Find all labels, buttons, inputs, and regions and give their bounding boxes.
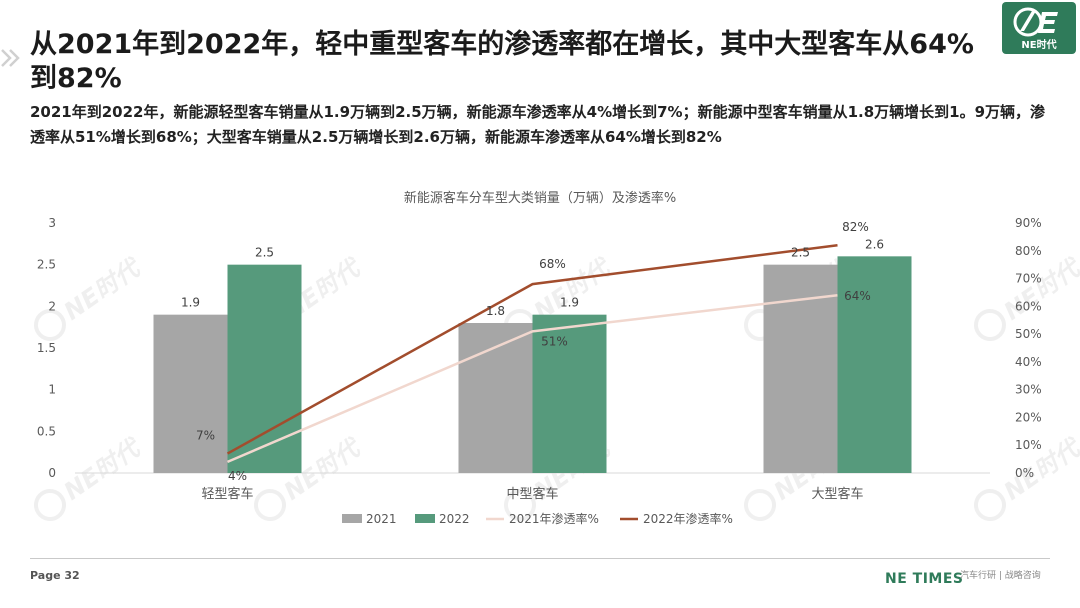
watermark-ring-icon <box>974 309 1006 341</box>
watermark-ring-icon <box>34 489 66 521</box>
chevron-decoration-icon <box>1 49 20 67</box>
bar-data-label: 1.9 <box>181 296 200 310</box>
line-data-label: 82% <box>842 220 869 234</box>
line-data-label: 7% <box>196 429 215 443</box>
y-tick-label: 1.5 <box>37 341 56 355</box>
legend-label: 2022 <box>439 512 470 526</box>
y2-tick-label: 40% <box>1015 355 1042 369</box>
bar-data-label: 1.9 <box>560 296 579 310</box>
footer-divider <box>30 558 1050 559</box>
y-tick-label: 2.5 <box>37 258 56 272</box>
legend-swatch <box>415 514 435 523</box>
legend-item-0: 2021 <box>342 512 397 526</box>
chart-title: 新能源客车分车型大类销量（万辆）及渗透率% <box>404 190 676 206</box>
y2-tick-label: 30% <box>1015 383 1042 397</box>
y2-tick-label: 80% <box>1015 244 1042 258</box>
y2-tick-label: 0% <box>1015 466 1034 480</box>
line-2022年渗透率% <box>226 243 838 455</box>
watermark-ring-icon <box>744 489 776 521</box>
y2-tick-label: 50% <box>1015 327 1042 341</box>
y2-tick-label: 10% <box>1015 438 1042 452</box>
watermark-ring-icon <box>254 489 286 521</box>
legend-item-3: 2022年渗透率% <box>620 511 733 526</box>
line-2021年渗透率% <box>227 293 838 464</box>
bar-2021-1 <box>458 323 533 473</box>
y2-tick-label: 20% <box>1015 410 1042 424</box>
page-subtitle: 2021年到2022年，新能源轻型客车销量从1.9万辆到2.5万辆，新能源车渗透… <box>30 103 1046 146</box>
line-data-label: 68% <box>539 257 566 271</box>
bar-data-label: 2.6 <box>865 237 884 251</box>
watermark-text: NE时代 <box>59 253 147 326</box>
y2-tick-label: 90% <box>1015 216 1042 230</box>
footer-brand-tagline: 汽车行研 | 战略咨询 <box>960 571 1041 581</box>
ne-times-logo: NE时代 <box>1002 2 1076 54</box>
watermark-text: NE时代 <box>999 253 1080 326</box>
sales-penetration-chart: NE时代NE时代NE时代NE时代NE时代NE时代NE时代NE时代NE时代NE时代… <box>34 190 1080 526</box>
legend-item-2: 2021年渗透率% <box>486 511 599 526</box>
legend-label: 2022年渗透率% <box>643 511 733 526</box>
x-tick-label: 轻型客车 <box>201 486 253 502</box>
watermark-text: NE时代 <box>59 433 147 506</box>
y-tick-label: 3 <box>48 216 56 230</box>
bar-data-label: 2.5 <box>255 246 274 260</box>
y2-tick-label: 60% <box>1015 299 1042 313</box>
watermark-ring-icon <box>974 489 1006 521</box>
logo-text: NE时代 <box>1021 38 1056 51</box>
watermark-ring-icon <box>504 489 536 521</box>
legend-swatch <box>342 514 362 523</box>
watermark-ring-icon <box>34 309 66 341</box>
bar-2022-2 <box>837 256 912 473</box>
bar-2022-1 <box>532 314 607 473</box>
y-tick-label: 2 <box>48 299 56 313</box>
line-data-label: 51% <box>541 334 568 348</box>
y-tick-label: 1 <box>48 383 56 397</box>
footer-brand: NE TIMES <box>885 571 964 587</box>
legend-label: 2021 <box>366 512 397 526</box>
bar-2021-0 <box>153 314 228 473</box>
bar-data-label: 1.8 <box>486 304 505 318</box>
x-tick-label: 中型客车 <box>506 486 558 502</box>
page-title: 从2021年到2022年，轻中重型客车的渗透率都在增长，其中大型客车从64%到8… <box>30 29 974 94</box>
bar-data-label: 2.5 <box>791 246 810 260</box>
legend-item-1: 2022 <box>415 512 470 526</box>
line-data-label: 64% <box>844 289 871 303</box>
page-number: Page 32 <box>30 569 80 582</box>
x-tick-label: 大型客车 <box>811 486 863 502</box>
y-tick-label: 0.5 <box>37 424 56 438</box>
line-data-label: 4% <box>228 469 247 483</box>
legend-label: 2021年渗透率% <box>509 511 599 526</box>
bar-2022-0 <box>227 264 302 473</box>
y2-tick-label: 70% <box>1015 272 1042 286</box>
y-tick-label: 0 <box>48 466 56 480</box>
